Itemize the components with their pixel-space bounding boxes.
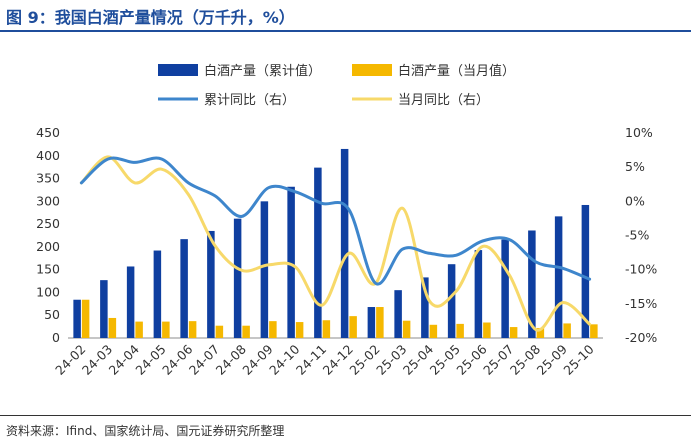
y-left-tick-label: 50 [44,307,60,322]
bar-cumulative-output [207,230,215,338]
bar-cumulative-output [153,250,162,338]
figure-title: 图 9：我国白酒产量情况（万千升，%） [6,8,295,27]
bar-cumulative-output [233,218,242,338]
y-left-tick-label: 300 [36,193,60,208]
bar-monthly-output [536,327,545,338]
bar-cumulative-output [554,216,563,338]
title-divider [0,30,691,32]
chart-bars [73,148,598,338]
bar-cumulative-output [126,266,135,338]
y-left-tick-label: 150 [36,262,60,277]
source-note: 资料来源：Ifind、国家统计局、国元证券研究所整理 [6,424,285,438]
y-right-tick-label: 5% [625,159,645,174]
bar-monthly-output [509,327,518,338]
production-chart: 白酒产量（累计值） 白酒产量（当月值） 累计同比（右） 当月同比（右） 0 50 1… [36,63,657,378]
y-right-tick-label: -5% [625,228,649,243]
legend-label-cumulative-yoy: 累计同比（右） [204,93,295,108]
bar-monthly-output [376,307,384,338]
bar-monthly-output [162,321,170,338]
y-left-tick-label: 400 [36,148,60,163]
bar-cumulative-output [314,167,322,338]
bar-monthly-output [135,321,143,338]
legend-swatch-monthly-output [352,64,392,76]
bar-cumulative-output [287,186,295,338]
bar-monthly-output [402,320,411,338]
y-right-tick-label: -20% [625,330,657,345]
legend-label-monthly-yoy: 当月同比（右） [398,93,489,108]
bar-cumulative-output [260,201,269,338]
bar-monthly-output [215,325,224,338]
bar-cumulative-output [367,307,376,338]
x-tick-label: 25-10 [560,341,596,377]
bar-cumulative-output [581,204,590,338]
y-left-tick-label: 250 [36,216,60,231]
bar-cumulative-output [501,239,509,338]
bar-monthly-output [242,325,250,338]
bar-monthly-output [563,323,571,338]
y-left-tick-label: 350 [36,171,60,186]
y-right-tick-label: -10% [625,262,657,277]
y-right-tick-label: -15% [625,296,657,311]
legend-label-monthly-output: 白酒产量（当月值） [398,63,515,79]
bar-monthly-output [429,324,438,338]
chart-lines [79,155,592,332]
line-monthly-yoy [79,155,592,332]
y-left-tick-label: 200 [36,239,60,254]
y-right-tick-label: 10% [625,125,653,140]
bar-cumulative-output [421,277,429,338]
bar-monthly-output [349,316,357,338]
footer-divider [0,415,691,416]
bar-monthly-output [295,322,304,338]
bar-monthly-output [456,323,464,338]
bar-monthly-output [322,320,331,338]
bar-cumulative-output [180,239,188,338]
bar-cumulative-output [100,280,108,338]
y-left-tick-label: 100 [36,284,60,299]
bar-monthly-output [188,321,197,338]
chart-legend: 白酒产量（累计值） 白酒产量（当月值） 累计同比（右） 当月同比（右） [158,63,515,108]
bar-cumulative-output [474,250,483,338]
line-cumulative-yoy [79,156,592,286]
y-right-tick-label: 0% [625,193,645,208]
legend-label-cumulative-output: 白酒产量（累计值） [204,63,321,79]
bar-monthly-output [269,321,277,338]
legend-swatch-cumulative-output [158,64,198,76]
bar-cumulative-output [528,230,536,338]
bar-monthly-output [81,299,90,338]
bar-cumulative-output [394,290,402,338]
bar-cumulative-output [340,148,349,338]
bar-cumulative-output [73,299,81,338]
bar-monthly-output [590,324,598,338]
bar-monthly-output [108,317,117,338]
y-left-tick-label: 450 [36,125,60,140]
bar-cumulative-output [447,264,456,338]
y-left-tick-label: 0 [52,330,60,345]
bar-monthly-output [483,322,491,338]
